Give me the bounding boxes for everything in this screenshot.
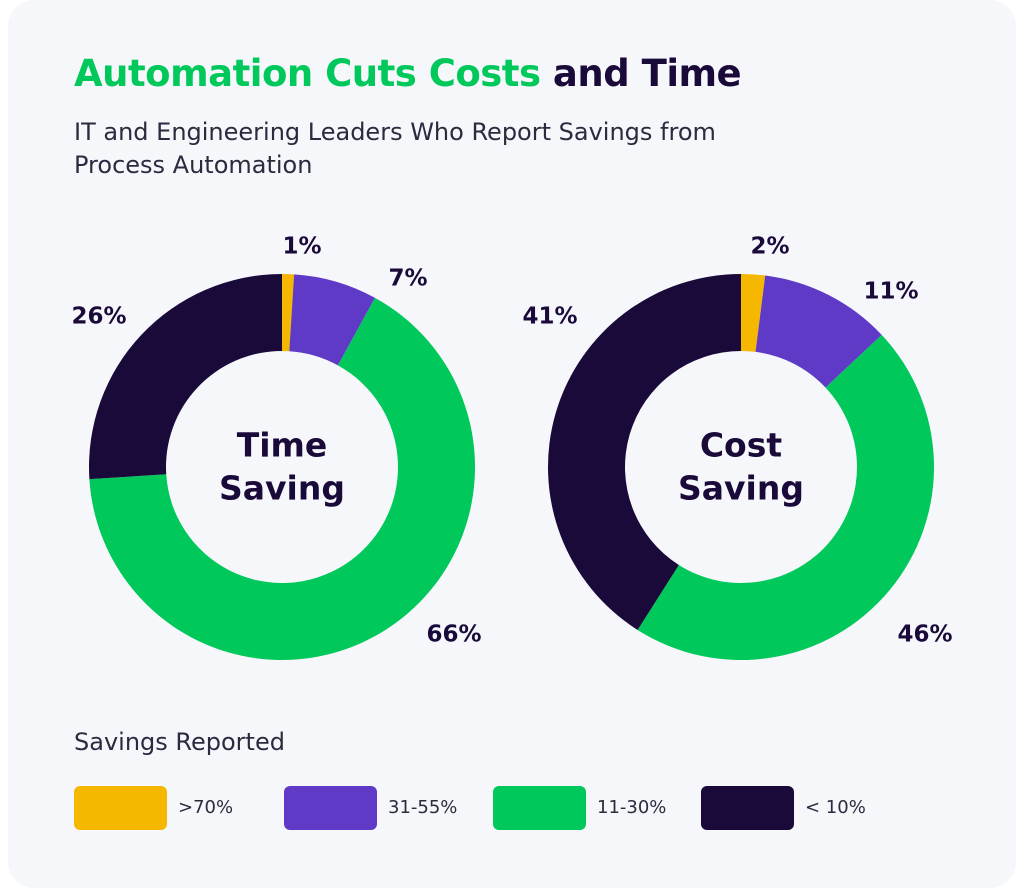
time-saving-label-31-55: 7%: [388, 266, 427, 292]
cost-saving-slice-31-55: [755, 275, 882, 388]
title-accent: Automation Cuts Costs: [74, 52, 541, 95]
time-saving-label-gt70: 1%: [282, 234, 321, 260]
time-saving-slice-lt10: [89, 274, 282, 480]
time-saving-label-11-30: 66%: [426, 622, 481, 648]
legend-label-31-55: 31-55%: [388, 797, 458, 818]
infographic-card: [8, 0, 1016, 888]
legend: >70% 31-55% 11-30% < 10%: [74, 786, 974, 832]
legend-label-11-30: 11-30%: [597, 797, 667, 818]
legend-swatch-gt70: [74, 786, 167, 830]
page-subtitle: IT and Engineering Leaders Who Report Sa…: [74, 118, 716, 179]
time-saving-slice-11-30: [89, 297, 475, 660]
cost-saving-label-gt70: 2%: [750, 234, 789, 260]
cost-saving-center-label-line2: Saving: [678, 469, 804, 508]
legend-label-lt10: < 10%: [805, 797, 866, 818]
page-title: Automation Cuts Costs and Time: [74, 52, 742, 95]
title-rest: and Time: [552, 52, 742, 95]
time-saving-slice-gt70: [282, 274, 295, 352]
legend-swatch-31-55: [284, 786, 377, 830]
cost-saving-slice-gt70: [741, 274, 766, 352]
time-saving-center-label-line2: Saving: [219, 469, 345, 508]
cost-saving-slice-lt10: [548, 274, 741, 630]
legend-swatch-11-30: [493, 786, 586, 830]
cost-saving-slice-11-30: [637, 334, 934, 660]
cost-saving-label-lt10: 41%: [522, 304, 577, 330]
donut-charts: 1% 7% 66% 26% Time Saving 2% 11% 46% 41% Cost Savin…: [71, 234, 953, 660]
legend-title: Savings Reported: [74, 728, 285, 756]
cost-saving-label-11-30: 46%: [897, 622, 952, 648]
legend-swatch-lt10: [701, 786, 794, 830]
cost-saving-label-31-55: 11%: [863, 279, 918, 305]
time-saving-center-label-line1: Time: [237, 426, 328, 465]
cost-saving-center-label-line1: Cost: [700, 426, 783, 465]
time-saving-slice-31-55: [289, 274, 375, 366]
legend-label-gt70: >70%: [178, 797, 234, 818]
time-saving-label-lt10: 26%: [71, 304, 126, 330]
